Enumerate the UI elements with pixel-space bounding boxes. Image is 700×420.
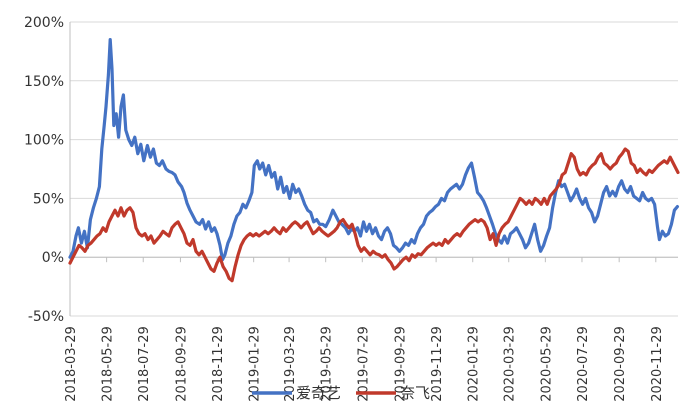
y-tick-label: 200% — [24, 15, 64, 31]
x-tick-label: 2018-07-29 — [137, 326, 152, 402]
x-tick-label: 2019-03-29 — [283, 326, 298, 402]
x-tick-label: 2018-11-29 — [211, 326, 226, 402]
legend: 爱奇艺 奈飞 — [252, 384, 430, 402]
x-tick-label: 2020-01-29 — [467, 326, 482, 402]
x-tick-label: 2020-09-29 — [613, 326, 628, 402]
y-tick-label: 0% — [42, 250, 64, 266]
gridlines — [69, 21, 678, 317]
x-tick-label: 2020-11-29 — [650, 326, 665, 402]
x-tick-label: 2019-01-29 — [248, 326, 263, 402]
y-axis-ticks: -50% 0% 50% 100% 150% 200% — [24, 15, 64, 325]
x-tick-label: 2019-07-29 — [356, 326, 371, 402]
x-tick-label: 2019-05-29 — [320, 326, 335, 402]
legend-label-1: 爱奇艺 — [296, 384, 341, 402]
plot-area — [68, 38, 680, 283]
y-tick-label: 50% — [33, 191, 64, 207]
x-tick-label: 2018-03-29 — [64, 326, 79, 402]
x-tick-label: 2020-07-29 — [576, 326, 591, 402]
y-tick-label: -50% — [28, 309, 64, 325]
y-tick-label: 150% — [24, 74, 64, 90]
y-tick-label: 100% — [24, 133, 64, 149]
series-line-2 — [68, 147, 680, 283]
x-tick-label: 2018-05-29 — [101, 326, 116, 402]
series-line-1 — [68, 38, 679, 262]
x-tick-label: 2020-05-29 — [539, 326, 554, 402]
x-axis: 2018-03-29 2018-05-29 2018-07-29 2018-09-29… — [64, 256, 678, 402]
x-tick-label: 2020-03-29 — [503, 326, 518, 402]
x-tick-label: 2018-09-29 — [174, 326, 189, 402]
x-tick-label: 2019-09-29 — [394, 326, 409, 402]
x-tick-label: 2019-11-29 — [430, 326, 445, 402]
legend-label-2: 奈飞 — [400, 384, 430, 402]
